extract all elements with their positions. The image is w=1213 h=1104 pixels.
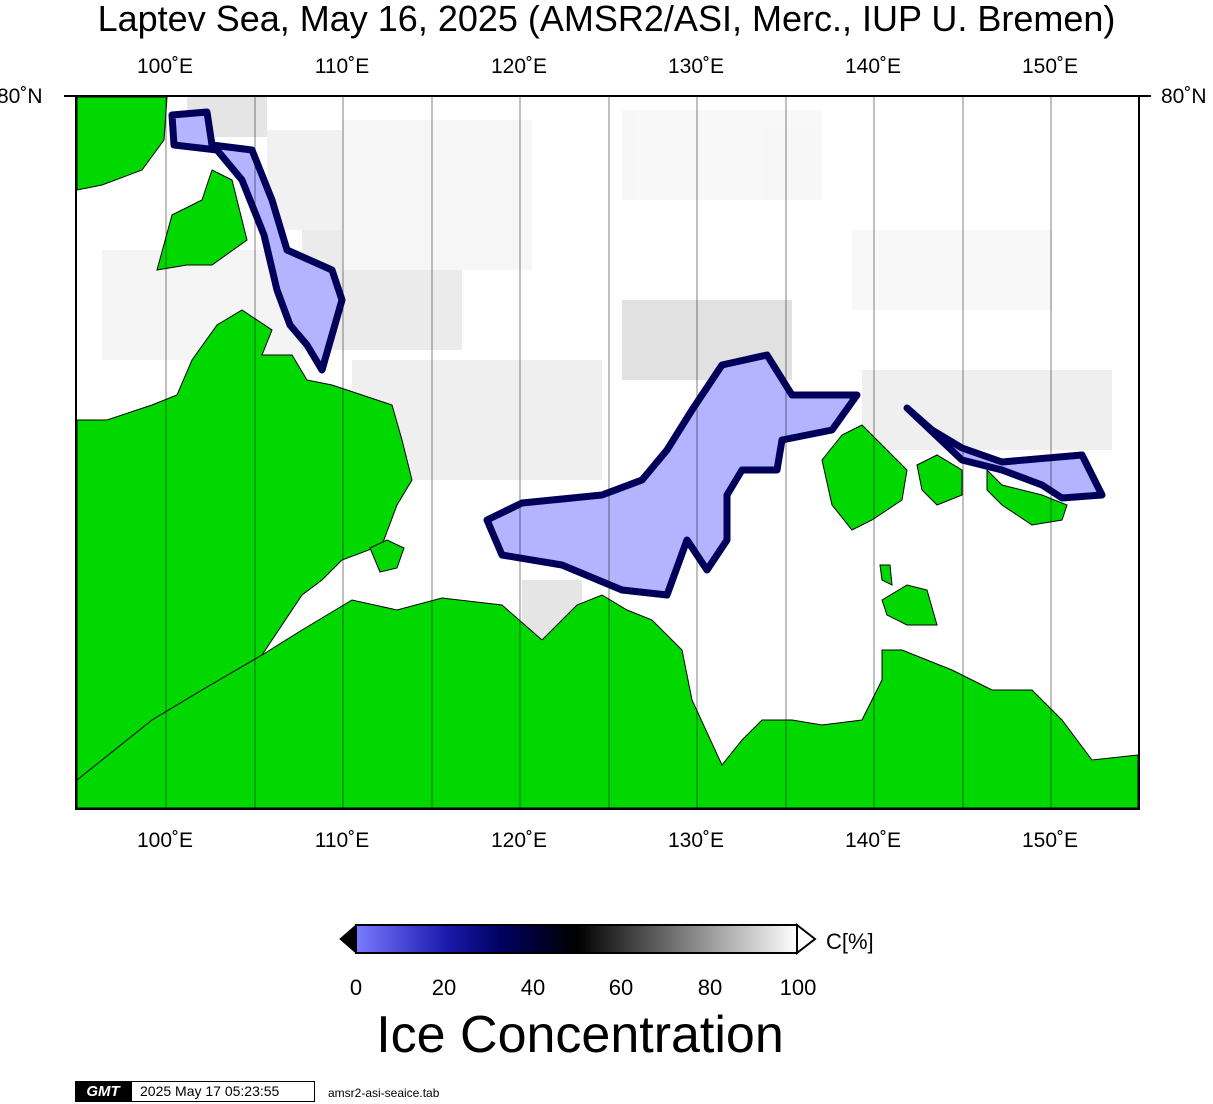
open-water-polynyas [168,108,1106,599]
colorbar-tick-0: 0 [349,975,363,1000]
colorbar-tick-20: 20 [431,975,457,1000]
polynya-north [168,108,346,374]
land-island-4 [879,564,893,586]
bottom-lon-label-120e: 120˚E [490,829,548,852]
land-new-siberian-islands-1 [821,424,908,531]
landmasses [77,97,1138,808]
right-lat-label-80n: 80˚N [1161,85,1207,108]
land-island-3 [881,584,938,626]
top-lon-label-110e: 110˚E [314,55,370,78]
land-island-1 [156,169,248,271]
ice-texture [102,97,1112,640]
bottom-lon-label-140e: 140˚E [844,829,902,852]
colorbar-min-triangle [339,923,357,955]
land-island-2 [369,539,405,573]
polynya-east [903,404,1106,502]
land-severnaya-zemlya [77,97,168,191]
colorbar-gradient [355,924,798,954]
top-lon-label-120e: 120˚E [490,55,548,78]
colorbar [338,922,818,958]
timestamp: 2025 May 17 05:23:55 [131,1081,315,1102]
top-lon-label-100e: 100˚E [136,55,194,78]
polynya-central [483,351,861,599]
colorbar-unit: C[%] [826,929,874,954]
tick-left-80n [64,95,75,97]
map-title: Laptev Sea, May 16, 2025 (AMSR2/ASI, Mer… [97,0,1116,39]
top-lon-label-140e: 140˚E [844,55,902,78]
colorbar-tick-80: 80 [697,975,723,1000]
meridian-lines [165,97,1052,808]
land-new-siberian-islands-3 [986,468,1068,526]
source-file: amsr2-asi-seaice.tab [328,1086,440,1100]
bottom-lon-label-150e: 150˚E [1021,829,1079,852]
tick-right-80n [1140,95,1151,97]
top-lon-label-130e: 130˚E [667,55,725,78]
colorbar-tick-100: 100 [779,975,817,1000]
ice-concentration-map [75,95,1140,810]
colorbar-tick-40: 40 [520,975,546,1000]
colorbar-tick-60: 60 [608,975,634,1000]
bottom-lon-label-100e: 100˚E [136,829,194,852]
gmt-logo: GMT [75,1081,131,1102]
bottom-lon-label-130e: 130˚E [667,829,725,852]
bottom-lon-label-110e: 110˚E [314,829,370,852]
colorbar-title: Ice Concentration [376,1006,784,1064]
top-lon-label-150e: 150˚E [1021,55,1079,78]
land-mainland-south [77,594,1138,808]
land-new-siberian-islands-2 [916,454,963,506]
left-lat-label-80n: 80˚N [0,85,43,108]
colorbar-max-triangle [796,922,817,956]
